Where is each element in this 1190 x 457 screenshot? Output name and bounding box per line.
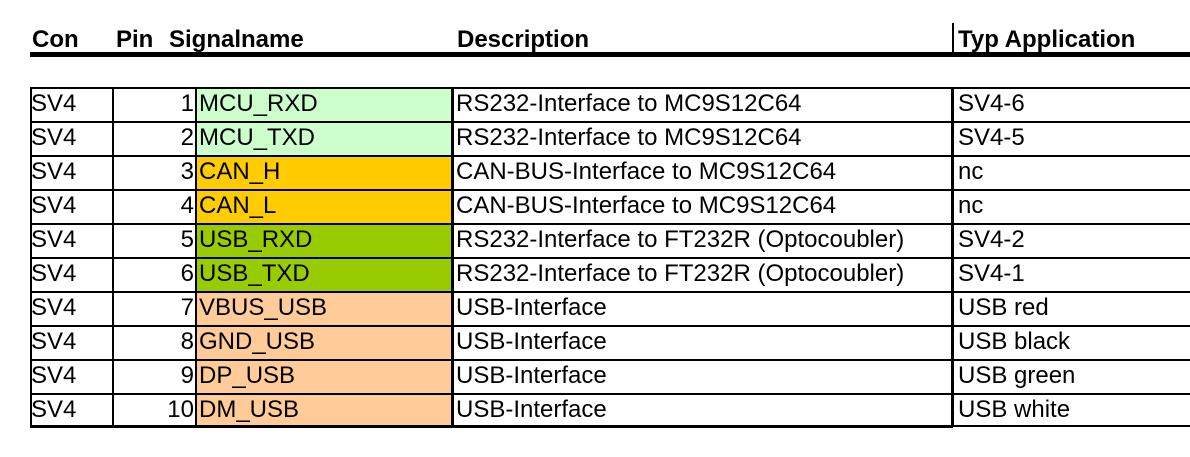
header-description: Description bbox=[457, 26, 590, 53]
cell-con: SV4 bbox=[31, 260, 77, 287]
cell-description: RS232-Interface to MC9S12C64 bbox=[456, 124, 802, 151]
cell-description: USB-Interface bbox=[456, 362, 607, 389]
cell-description: RS232-Interface to MC9S12C64 bbox=[456, 90, 802, 117]
cell-description: USB-Interface bbox=[456, 396, 607, 423]
cell-pin: 1 bbox=[180, 90, 194, 117]
row-divider bbox=[30, 359, 1190, 361]
table-row: SV4 6 USB_TXD RS232-Interface to FT232R … bbox=[30, 257, 1190, 291]
table-row: SV4 1 MCU_RXD RS232-Interface to MC9S12C… bbox=[30, 87, 1190, 121]
cell-application: SV4-5 bbox=[958, 124, 1025, 151]
cell-application: nc bbox=[958, 158, 984, 185]
cell-con: SV4 bbox=[31, 124, 77, 151]
cell-signal: MCU_RXD bbox=[196, 87, 452, 121]
row-divider bbox=[30, 223, 1190, 225]
cell-signal: CAN_H bbox=[196, 155, 452, 189]
cell-pin: 4 bbox=[180, 192, 194, 219]
column-divider bbox=[30, 87, 32, 427]
cell-pin: 7 bbox=[180, 294, 194, 321]
cell-con: SV4 bbox=[31, 396, 77, 423]
row-divider bbox=[30, 325, 1190, 327]
signal-top-border bbox=[195, 87, 453, 89]
cell-pin: 6 bbox=[180, 260, 194, 287]
cell-application: SV4-1 bbox=[958, 260, 1025, 287]
cell-description: USB-Interface bbox=[456, 294, 607, 321]
cell-con: SV4 bbox=[31, 362, 77, 389]
table-bottom-border bbox=[30, 425, 953, 428]
cell-application: USB green bbox=[958, 362, 1076, 389]
table-row: SV4 7 VBUS_USB USB-Interface USB red bbox=[30, 291, 1190, 325]
header-rule bbox=[30, 52, 1190, 57]
row-divider bbox=[30, 121, 1190, 123]
header-pin: Pin bbox=[116, 26, 154, 53]
cell-con: SV4 bbox=[31, 90, 77, 117]
cell-con: SV4 bbox=[31, 158, 77, 185]
cell-description: USB-Interface bbox=[456, 328, 607, 355]
row-divider bbox=[30, 189, 1190, 191]
table-row: SV4 8 GND_USB USB-Interface USB black bbox=[30, 325, 1190, 359]
table-row: SV4 4 CAN_L CAN-BUS-Interface to MC9S12C… bbox=[30, 189, 1190, 223]
cell-signal: VBUS_USB bbox=[196, 291, 452, 325]
cell-description: RS232-Interface to FT232R (Optocoubler) bbox=[456, 226, 905, 253]
cell-con: SV4 bbox=[31, 226, 77, 253]
cell-pin: 8 bbox=[180, 328, 194, 355]
table-row: SV4 3 CAN_H CAN-BUS-Interface to MC9S12C… bbox=[30, 155, 1190, 189]
cell-application: USB red bbox=[958, 294, 1049, 321]
header-con: Con bbox=[32, 26, 79, 53]
cell-signal: GND_USB bbox=[196, 325, 452, 359]
cell-con: SV4 bbox=[31, 294, 77, 321]
cell-signal: DP_USB bbox=[196, 359, 452, 393]
row-divider bbox=[30, 257, 1190, 259]
cell-pin: 3 bbox=[180, 158, 194, 185]
cell-con: SV4 bbox=[31, 328, 77, 355]
table-row: SV4 10 DM_USB USB-Interface USB white bbox=[30, 393, 1190, 427]
cell-signal: USB_TXD bbox=[196, 257, 452, 291]
cell-pin: 9 bbox=[180, 362, 194, 389]
cell-description: CAN-BUS-Interface to MC9S12C64 bbox=[456, 158, 837, 185]
row-divider bbox=[30, 291, 1190, 293]
column-divider bbox=[451, 87, 454, 427]
header-divider bbox=[952, 23, 954, 55]
cell-application: SV4-2 bbox=[958, 226, 1025, 253]
header-signalname: Signalname bbox=[169, 26, 304, 53]
cell-application: nc bbox=[958, 192, 984, 219]
cell-signal: USB_RXD bbox=[196, 223, 452, 257]
row-divider bbox=[30, 87, 1190, 89]
column-divider bbox=[112, 87, 114, 427]
cell-signal: DM_USB bbox=[196, 393, 452, 427]
table-row: SV4 2 MCU_TXD RS232-Interface to MC9S12C… bbox=[30, 121, 1190, 155]
table-row: SV4 9 DP_USB USB-Interface USB green bbox=[30, 359, 1190, 393]
cell-description: CAN-BUS-Interface to MC9S12C64 bbox=[456, 192, 837, 219]
cell-con: SV4 bbox=[31, 192, 77, 219]
cell-application: SV4-6 bbox=[958, 90, 1025, 117]
cell-signal: MCU_TXD bbox=[196, 121, 452, 155]
cell-description: RS232-Interface to FT232R (Optocoubler) bbox=[456, 260, 905, 287]
row-divider bbox=[30, 155, 1190, 157]
cell-pin: 10 bbox=[167, 396, 194, 423]
table-row: SV4 5 USB_RXD RS232-Interface to FT232R … bbox=[30, 223, 1190, 257]
cell-pin: 5 bbox=[180, 226, 194, 253]
column-divider bbox=[951, 87, 954, 427]
table-header: Con Pin Signalname Description Typ Appli… bbox=[30, 23, 1190, 58]
cell-application: USB black bbox=[958, 328, 1071, 355]
cell-signal: CAN_L bbox=[196, 189, 452, 223]
column-divider bbox=[195, 87, 197, 427]
row-divider bbox=[30, 393, 1190, 395]
cell-pin: 2 bbox=[180, 124, 194, 151]
header-typ-application: Typ Application bbox=[958, 26, 1136, 53]
cell-application: USB white bbox=[958, 396, 1071, 423]
